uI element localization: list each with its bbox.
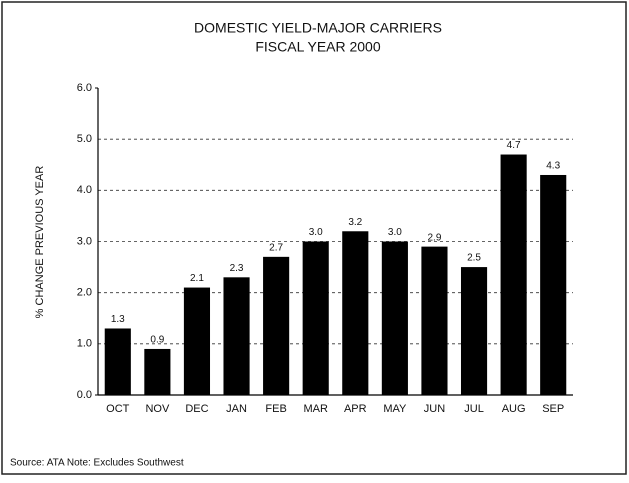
chart-subtitle: FISCAL YEAR 2000	[255, 39, 381, 55]
y-tick-label: 0.0	[77, 389, 92, 401]
bar	[540, 174, 567, 395]
value-label: 0.9	[150, 335, 164, 346]
chart-title: DOMESTIC YIELD-MAJOR CARRIERS	[194, 20, 442, 36]
x-tick-label: MAY	[383, 403, 407, 415]
x-tick-label: JAN	[226, 403, 247, 415]
source-note: Source: ATA Note: Excludes Southwest	[10, 458, 184, 469]
value-label: 2.1	[190, 273, 204, 284]
bar	[183, 287, 211, 395]
x-tick-label: NOV	[145, 403, 170, 415]
bar	[223, 277, 250, 395]
y-tick-label: 4.0	[77, 184, 92, 196]
bar	[381, 241, 408, 395]
value-label: 4.3	[546, 161, 560, 172]
x-tick-label: AUG	[502, 403, 526, 415]
x-tick-label: SEP	[542, 403, 564, 415]
y-axis-label: % CHANGE PREVIOUS YEAR	[34, 166, 46, 319]
bar	[421, 246, 448, 395]
x-tick-label: OCT	[106, 403, 130, 415]
y-tick-label: 3.0	[77, 235, 92, 247]
x-tick-label: JUL	[464, 403, 484, 415]
x-tick-label: DEC	[185, 403, 208, 415]
value-label: 3.2	[348, 217, 362, 228]
value-label: 1.3	[111, 314, 125, 325]
y-tick-label: 2.0	[77, 287, 92, 299]
value-label: 3.0	[309, 227, 323, 238]
value-label: 2.9	[428, 232, 442, 243]
y-tick-label: 1.0	[77, 338, 92, 350]
bar	[460, 267, 488, 395]
bar	[263, 256, 290, 395]
value-label: 2.5	[467, 253, 481, 264]
value-label: 3.0	[388, 227, 402, 238]
x-tick-label: MAR	[303, 403, 328, 415]
bar	[144, 348, 171, 395]
value-label: 4.7	[507, 140, 521, 151]
x-tick-label: FEB	[265, 403, 286, 415]
value-label: 2.3	[230, 263, 244, 274]
bar	[500, 154, 527, 395]
bar	[104, 328, 131, 395]
bar	[302, 241, 329, 395]
y-tick-label: 5.0	[77, 133, 92, 145]
bar	[342, 231, 369, 395]
x-tick-label: APR	[344, 403, 367, 415]
y-tick-label: 6.0	[77, 82, 92, 94]
value-label: 2.7	[269, 242, 283, 253]
x-tick-label: JUN	[424, 403, 445, 415]
